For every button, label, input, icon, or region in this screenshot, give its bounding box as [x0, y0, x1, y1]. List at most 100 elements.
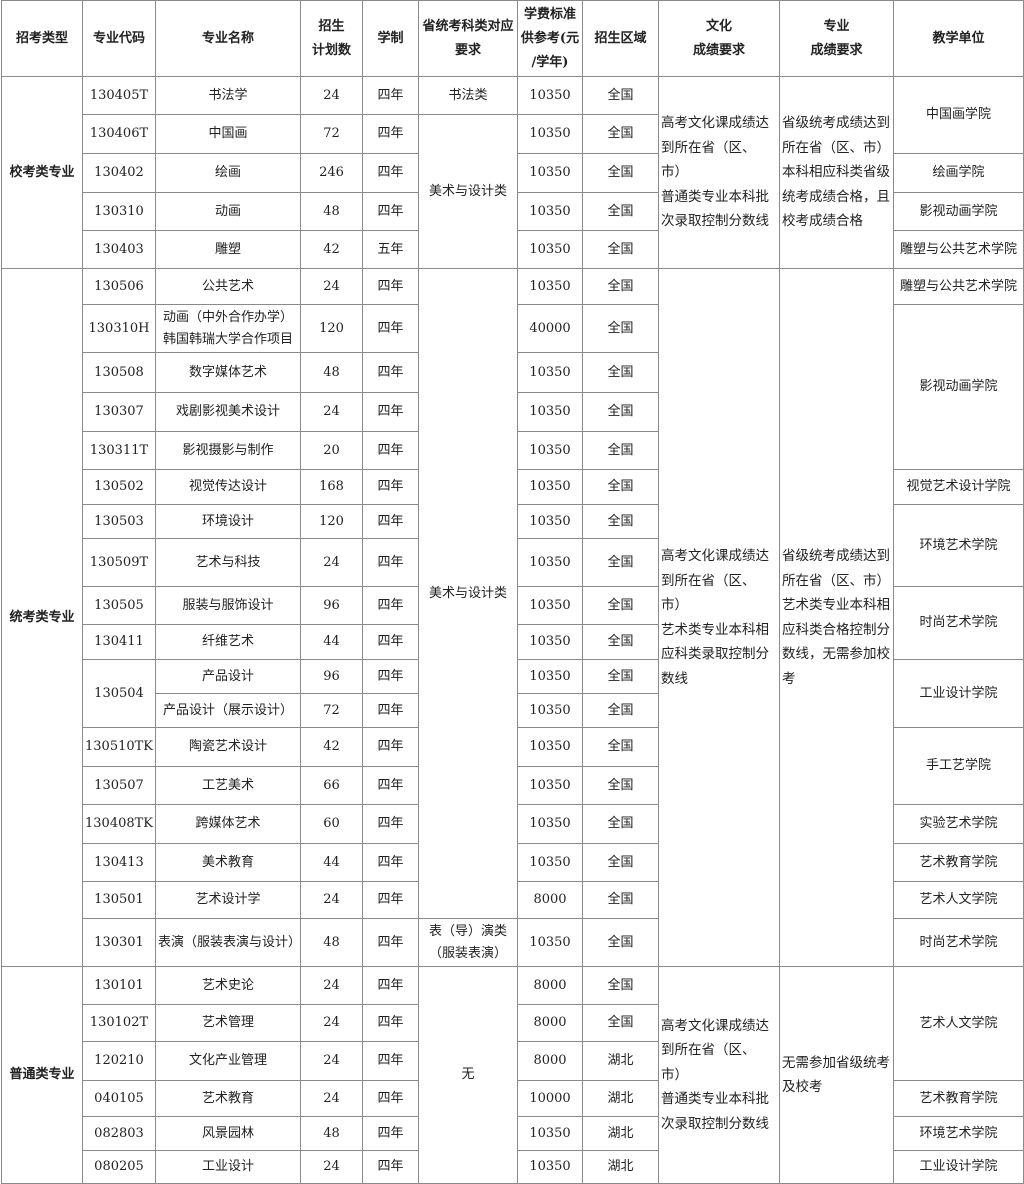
column-header-unit: 教学单位	[893, 0, 1024, 77]
cell-quota: 96	[300, 659, 363, 694]
cell-name: 产品设计	[155, 659, 301, 694]
cell-duration: 四年	[362, 659, 419, 694]
cell-name: 工业设计	[155, 1150, 301, 1184]
cell-tuition: 10350	[517, 153, 583, 193]
column-header-culture-req: 文化 成绩要求	[658, 0, 780, 77]
cell-code: 120210	[82, 1041, 156, 1081]
cell-tuition: 10350	[517, 843, 583, 882]
table-row: 130307 戏剧影视美术设计 24 四年 10350 全国	[2, 392, 1024, 432]
cell-region: 全国	[582, 693, 659, 728]
cell-duration: 四年	[362, 268, 419, 305]
cell-name: 服装与服饰设计	[155, 586, 301, 625]
cell-tuition: 10350	[517, 766, 583, 805]
cell-duration: 四年	[362, 153, 419, 193]
cell-duration: 四年	[362, 624, 419, 660]
cell-quota: 24	[300, 1080, 363, 1117]
table-row: 130502 视觉传达设计 168 四年 10350 全国 视觉艺术设计学院	[2, 469, 1024, 505]
cell-code: 130504	[82, 659, 156, 728]
cell-unit: 工业设计学院	[893, 1150, 1024, 1184]
cell-code: 130301	[82, 918, 156, 967]
cell-name: 艺术管理	[155, 1004, 301, 1042]
table-body: 校考类专业 130405T 书法学 24 四年 书法类 10350 全国 高考文化课成绩达 到所…	[1, 76, 1024, 1184]
table-row: 130413 美术教育 44 四年 10350 全国 艺术教育学院	[2, 843, 1024, 882]
table-row: 130501 艺术设计学 24 四年 8000 全国 艺术人文学院	[2, 881, 1024, 919]
cell-region: 全国	[582, 392, 659, 432]
cell-quota: 24	[300, 1150, 363, 1184]
cell-category: 统考类专业	[1, 268, 83, 967]
cell-name: 动画	[155, 192, 301, 231]
cell-tuition: 10350	[517, 114, 583, 154]
cell-region: 全国	[582, 114, 659, 154]
cell-duration: 四年	[362, 693, 419, 728]
cell-region: 全国	[582, 304, 659, 353]
table-row: 130504 产品设计 96 四年 10350 全国 工业设计学院	[2, 659, 1024, 728]
cell-name: 书法学	[155, 76, 301, 115]
cell-code: 130310	[82, 192, 156, 231]
table-row: 080205 工业设计 24 四年 10350 湖北 工业设计学院	[2, 1150, 1024, 1184]
cell-code: 040105	[82, 1080, 156, 1117]
cell-unit: 影视动画学院	[893, 192, 1024, 231]
cell-unit: 时尚艺术学院	[893, 586, 1024, 660]
cell-culture-req: 高考文化课成绩达 到所在省（区、市） 普通类专业本科批 次录取控制分数线	[658, 966, 780, 1184]
cell-tuition: 10350	[517, 504, 583, 539]
cell-quota: 48	[300, 192, 363, 231]
cell-name: 视觉传达设计	[155, 469, 301, 505]
cell-code: 130503	[82, 504, 156, 539]
cell-name: 戏剧影视美术设计	[155, 392, 301, 432]
cell-culture-req: 高考文化课成绩达 到所在省（区、市） 普通类专业本科批 次录取控制分数线	[658, 76, 780, 269]
cell-duration: 四年	[362, 966, 419, 1005]
cell-unit: 手工艺学院	[893, 727, 1024, 805]
cell-code: 130413	[82, 843, 156, 882]
cell-tuition: 10350	[517, 230, 583, 269]
table-row: 130507 工艺美术 66 四年 10350 全国	[2, 766, 1024, 805]
cell-quota: 24	[300, 268, 363, 305]
cell-quota: 42	[300, 727, 363, 767]
cell-code: 080205	[82, 1150, 156, 1184]
cell-quota: 24	[300, 966, 363, 1005]
table-row: 130310 动画 48 四年 10350 全国 影视动画学院	[2, 192, 1024, 231]
cell-tuition: 10350	[517, 1116, 583, 1151]
cell-quota: 246	[300, 153, 363, 193]
cell-code: 130408TK	[82, 804, 156, 844]
cell-subject: 表（导）演类 （服装表演）	[418, 918, 518, 967]
cell-tuition: 10000	[517, 1080, 583, 1117]
cell-tuition: 10350	[517, 727, 583, 767]
cell-unit: 绘画学院	[893, 153, 1024, 193]
cell-duration: 四年	[362, 1116, 419, 1151]
table-row: 130310H 动画（中外合作办学） 韩国韩瑞大学合作项目 120 四年 40000 全国…	[2, 304, 1024, 470]
table-row: 120210 文化产业管理 24 四年 8000 湖北	[2, 1041, 1024, 1081]
cell-quota: 48	[300, 352, 363, 393]
cell-unit: 环境艺术学院	[893, 504, 1024, 587]
cell-subject: 美术与设计类	[418, 114, 518, 269]
cell-code: 130307	[82, 392, 156, 432]
cell-culture-req: 高考文化课成绩达 到所在省（区、市） 艺术类专业本科相 应科类录取控制分 数线	[658, 268, 780, 967]
table-row: 130301 表演（服装表演与设计） 48 四年 表（导）演类 （服装表演） 10350 全…	[2, 918, 1024, 967]
cell-region: 湖北	[582, 1116, 659, 1151]
cell-region: 全国	[582, 538, 659, 587]
cell-duration: 四年	[362, 766, 419, 805]
cell-name: 艺术与科技	[155, 538, 301, 587]
cell-code: 130507	[82, 766, 156, 805]
cell-subject: 无	[418, 966, 518, 1184]
cell-subject: 书法类	[418, 76, 518, 115]
header-row: 招考类型 专业代码 专业名称 招生 计划数 学制 省统考科类对应 要求 学费标准 供参考(元…	[1, 0, 1024, 77]
cell-tuition: 10350	[517, 538, 583, 587]
cell-unit: 工业设计学院	[893, 659, 1024, 728]
cell-duration: 四年	[362, 504, 419, 539]
cell-code: 130509T	[82, 538, 156, 587]
cell-duration: 四年	[362, 1150, 419, 1184]
cell-duration: 四年	[362, 114, 419, 154]
cell-quota: 24	[300, 1041, 363, 1081]
column-header-name: 专业名称	[155, 0, 301, 77]
cell-unit: 时尚艺术学院	[893, 918, 1024, 967]
cell-duration: 四年	[362, 1004, 419, 1042]
cell-region: 全国	[582, 804, 659, 844]
cell-name: 公共艺术	[155, 268, 301, 305]
cell-quota: 24	[300, 76, 363, 115]
cell-duration: 四年	[362, 804, 419, 844]
cell-tuition: 10350	[517, 918, 583, 967]
cell-unit: 中国画学院	[893, 76, 1024, 154]
cell-quota: 48	[300, 1116, 363, 1151]
cell-region: 全国	[582, 504, 659, 539]
cell-unit: 雕塑与公共艺术学院	[893, 268, 1024, 305]
